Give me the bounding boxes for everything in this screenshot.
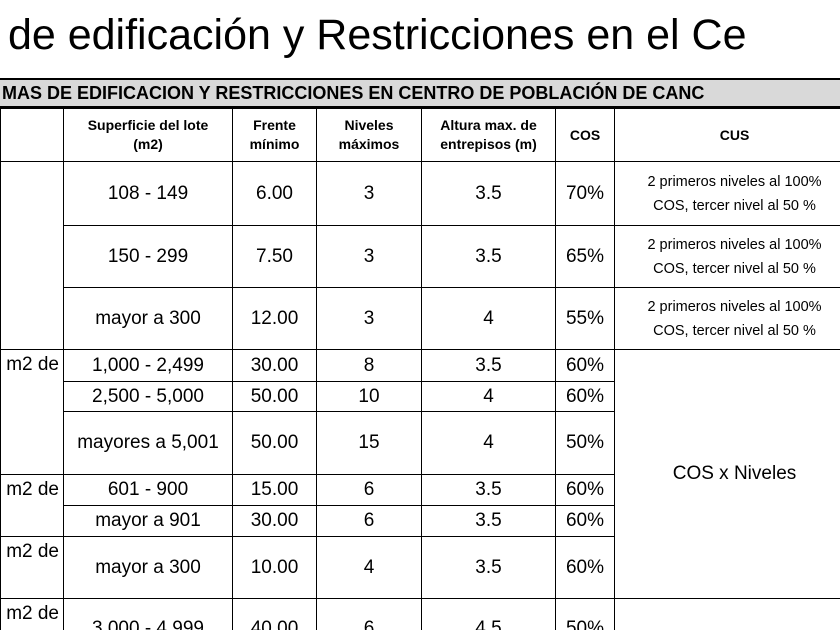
table-cell: 50% bbox=[555, 598, 615, 630]
table-cell: 55% bbox=[555, 287, 615, 350]
table-cell: 7.50 bbox=[232, 225, 317, 288]
group-label: m2 de bbox=[0, 598, 64, 630]
slide-title: de edificación y Restricciones en el Ce bbox=[0, 11, 747, 59]
table-cell: 15 bbox=[316, 411, 422, 475]
header-cell: Altura max. de entrepisos (m) bbox=[421, 108, 556, 162]
table-row: m2 de mayor a 300 10.00 4 3.5 60% bbox=[0, 536, 840, 599]
table-cell: 3 bbox=[316, 287, 422, 350]
table-banner: MAS DE EDIFICACION Y RESTRICCIONES EN CE… bbox=[0, 78, 840, 108]
header-text: Niveles bbox=[344, 117, 394, 133]
table-cell: 4 bbox=[421, 411, 556, 475]
header-cell: COS bbox=[555, 108, 615, 162]
cus-text: COS, tercer nivel al 50 % bbox=[653, 322, 816, 339]
table-cell: 3.5 bbox=[421, 225, 556, 288]
table-row: m2 de 601 - 900 15.00 6 3.5 60% bbox=[0, 474, 840, 537]
header-text: Frente bbox=[253, 117, 296, 133]
regulations-table: Superficie del lote (m2) Frente mínimo Nivel… bbox=[0, 108, 840, 630]
table-cell: 50% bbox=[555, 411, 615, 475]
cus-merged-cell: COS x Niveles bbox=[614, 349, 840, 599]
table-cell: 601 - 900 bbox=[63, 474, 233, 506]
table-cell: 30.00 bbox=[232, 505, 317, 537]
cus-cell: 2 primeros niveles al 100% COS, tercer ni… bbox=[614, 161, 840, 226]
table-cell: 3.5 bbox=[421, 161, 556, 226]
table-cell: 3,000 - 4,999 bbox=[63, 598, 233, 630]
header-row: Superficie del lote (m2) Frente mínimo Nivel… bbox=[0, 108, 840, 162]
table-cell: 4.5 bbox=[421, 598, 556, 630]
table-row: mayor a 300 12.00 3 4 55% 2 primeros niveles … bbox=[1, 287, 840, 350]
header-text: mínimo bbox=[249, 136, 300, 152]
header-cell bbox=[0, 108, 64, 162]
table-cell: 3.5 bbox=[421, 474, 556, 506]
table-cell: 65% bbox=[555, 225, 615, 288]
header-text: CUS bbox=[719, 126, 750, 143]
table-cell: 3 bbox=[316, 225, 422, 288]
table-cell: 3.5 bbox=[421, 505, 556, 537]
table-wrap: Superficie del lote (m2) Frente mínimo Nivel… bbox=[0, 108, 840, 630]
table-row: m2 de 3,000 - 4,999 40.00 6 4.5 50% bbox=[0, 598, 840, 630]
header-cell: Superficie del lote (m2) bbox=[63, 108, 233, 162]
cus-cell: 2 primeros niveles al 100% COS, tercer ni… bbox=[614, 287, 840, 350]
table-cell: 10.00 bbox=[232, 536, 317, 599]
table-cell: 60% bbox=[555, 505, 615, 537]
header-text: Superficie del lote bbox=[87, 117, 209, 133]
table-cell: mayor a 901 bbox=[63, 505, 233, 537]
header-cell: Niveles máximos bbox=[316, 108, 422, 162]
group-label: m2 de bbox=[0, 474, 64, 537]
header-text: (m2) bbox=[133, 136, 163, 152]
table-cell: 4 bbox=[421, 287, 556, 350]
table-cell: 70% bbox=[555, 161, 615, 226]
cus-text: COS, tercer nivel al 50 % bbox=[653, 197, 816, 214]
cus-cell bbox=[614, 598, 840, 630]
table-cell: mayor a 300 bbox=[63, 536, 233, 599]
table-cell: 6.00 bbox=[232, 161, 317, 226]
table-cell: 50.00 bbox=[232, 411, 317, 475]
cus-text: COS, tercer nivel al 50 % bbox=[653, 260, 816, 277]
table-cell: 3 bbox=[316, 161, 422, 226]
table-cell: 30.00 bbox=[232, 349, 317, 382]
group-label: m2 de bbox=[0, 349, 64, 475]
header-cell: Frente mínimo bbox=[232, 108, 317, 162]
cus-text: 2 primeros niveles al 100% bbox=[647, 173, 822, 190]
header-cell: CUS bbox=[614, 108, 840, 162]
table-cell: 6 bbox=[316, 505, 422, 537]
table-row: 108 - 149 6.00 3 3.5 70% 2 primeros niveles a… bbox=[0, 161, 840, 350]
table-cell: 108 - 149 bbox=[63, 161, 233, 226]
cus-text: 2 primeros niveles al 100% bbox=[647, 236, 822, 253]
group-label: m2 de bbox=[0, 536, 64, 599]
table-cell: 15.00 bbox=[232, 474, 317, 506]
header-text: Altura max. de bbox=[440, 117, 537, 133]
table-cell: mayor a 300 bbox=[63, 287, 233, 350]
table-cell: 3.5 bbox=[421, 536, 556, 599]
group-label bbox=[0, 161, 64, 350]
table-cell: 10 bbox=[316, 381, 422, 412]
table-cell: 40.00 bbox=[232, 598, 317, 630]
table-cell: 60% bbox=[555, 349, 615, 382]
table-cell: 60% bbox=[555, 381, 615, 412]
table-cell: 6 bbox=[316, 598, 422, 630]
table-row: mayor a 901 30.00 6 3.5 60% bbox=[1, 505, 840, 537]
table-cell: 50.00 bbox=[232, 381, 317, 412]
table-cell: 4 bbox=[316, 536, 422, 599]
cus-text: 2 primeros niveles al 100% bbox=[647, 298, 822, 315]
header-text: COS bbox=[569, 126, 601, 143]
table-cell: 12.00 bbox=[232, 287, 317, 350]
table-row: 2,500 - 5,000 50.00 10 4 60% bbox=[1, 381, 840, 412]
table-cell: 60% bbox=[555, 536, 615, 599]
header-text: máximos bbox=[338, 136, 400, 152]
table-cell: 2,500 - 5,000 bbox=[63, 381, 233, 412]
table-row: 150 - 299 7.50 3 3.5 65% 2 primeros niveles a… bbox=[1, 225, 840, 288]
table-row: m2 de 1,000 - 2,499 30.00 8 3.5 60% COS x Nive… bbox=[0, 349, 840, 599]
table-cell: 1,000 - 2,499 bbox=[63, 349, 233, 382]
table-row: mayores a 5,001 50.00 15 4 50% bbox=[1, 411, 840, 475]
table-cell: 60% bbox=[555, 474, 615, 506]
cus-cell: 2 primeros niveles al 100% COS, tercer ni… bbox=[614, 225, 840, 288]
header-text: entrepisos (m) bbox=[440, 136, 537, 152]
table-cell: 3.5 bbox=[421, 349, 556, 382]
table-cell: 6 bbox=[316, 474, 422, 506]
table-cell: 4 bbox=[421, 381, 556, 412]
table-cell: 8 bbox=[316, 349, 422, 382]
table-cell: 150 - 299 bbox=[63, 225, 233, 288]
table-cell: mayores a 5,001 bbox=[63, 411, 233, 475]
